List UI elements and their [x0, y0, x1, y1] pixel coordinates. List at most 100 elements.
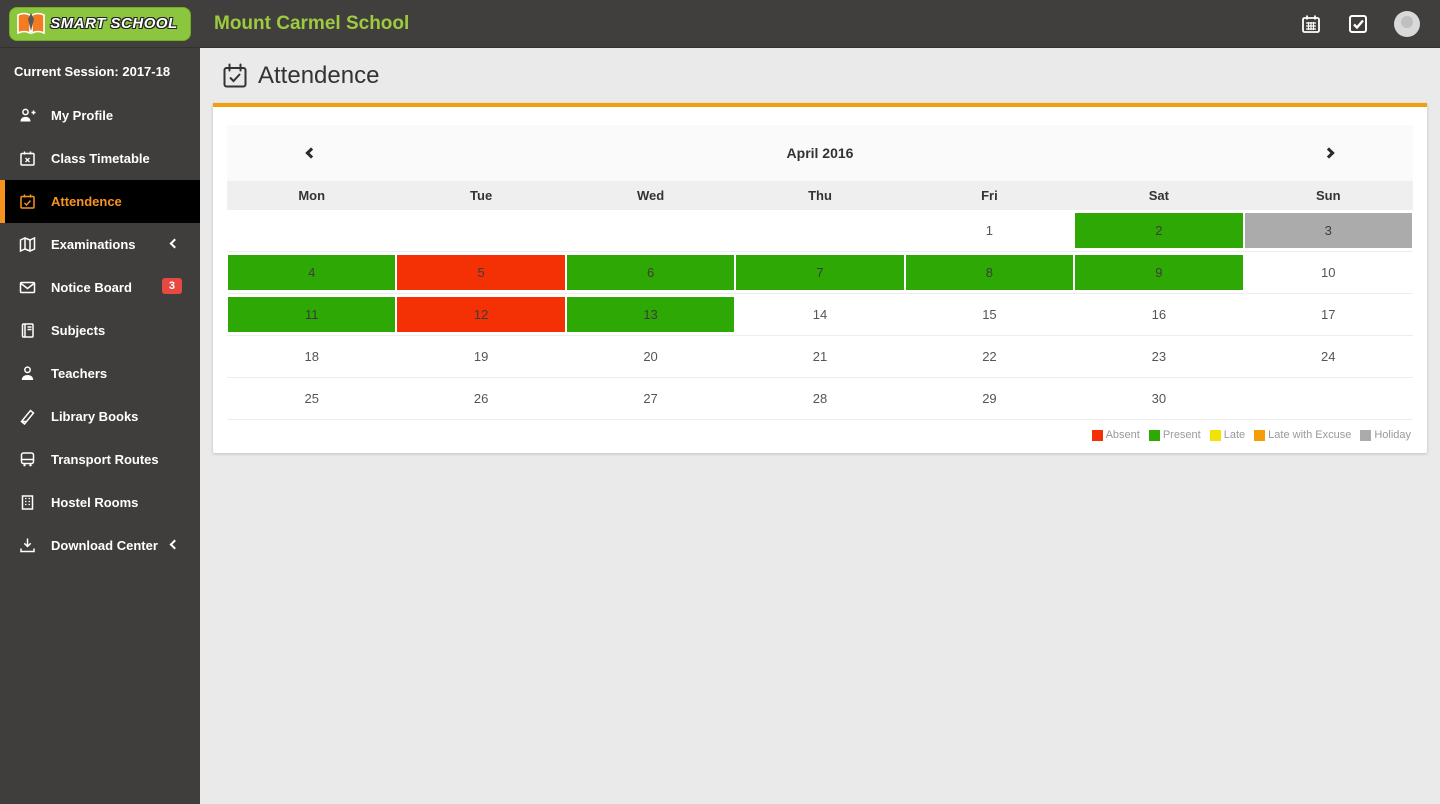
day-cell-3[interactable]: 3: [1244, 210, 1413, 251]
day-cell-30[interactable]: 30: [1151, 391, 1167, 406]
day-cell-7[interactable]: 7: [735, 252, 904, 293]
sidebar-item-label: Examinations: [51, 237, 136, 252]
library-book-icon: [19, 408, 36, 425]
sidebar-item-label: Library Books: [51, 409, 139, 424]
page-title: Attendence: [258, 61, 380, 89]
day-cell-2[interactable]: 2: [1074, 210, 1243, 251]
day-cell-17[interactable]: 17: [1321, 307, 1336, 322]
check-square-icon[interactable]: [1347, 13, 1369, 35]
calendar-week-row: 4 5 6 7 8 9 10: [227, 252, 1413, 294]
day-cell-18[interactable]: 18: [304, 349, 319, 364]
sidebar-item-label: Hostel Rooms: [51, 495, 139, 510]
user-plus-icon: [19, 107, 36, 124]
sidebar-item-my-profile[interactable]: My Profile: [0, 94, 200, 137]
calendar-week-row: 18 19 20 21 22 23 24: [227, 336, 1413, 378]
legend-item-late: Late: [1209, 429, 1246, 441]
day-cell-5[interactable]: 5: [396, 252, 565, 293]
day-cell-23[interactable]: 23: [1151, 349, 1167, 364]
day-cell-empty: [735, 210, 904, 251]
legend-label: Holiday: [1374, 429, 1411, 441]
calendar-x-icon: [19, 150, 36, 167]
bus-icon: [19, 451, 36, 468]
day-cell-6[interactable]: 6: [566, 252, 735, 293]
smart-school-logo: SMART SCHOOL: [9, 6, 191, 41]
sidebar-item-class-timetable[interactable]: Class Timetable: [0, 137, 200, 180]
user-avatar[interactable]: [1394, 10, 1420, 37]
book-icon: [19, 322, 36, 339]
sidebar-item-examinations[interactable]: Examinations: [0, 223, 200, 266]
calendar-week-row: 11 12 13 14 15 16 17: [227, 294, 1413, 336]
sidebar-item-library-books[interactable]: Library Books: [0, 395, 200, 438]
calendar-week-row: 25 26 27 28 29 30: [227, 378, 1413, 420]
day-header-tue: Tue: [470, 188, 493, 203]
chevron-left-icon: [169, 539, 180, 550]
day-cell-14[interactable]: 14: [812, 307, 828, 322]
download-icon: [19, 537, 36, 554]
day-cell-21[interactable]: 21: [812, 349, 828, 364]
day-cell-19[interactable]: 19: [473, 349, 489, 364]
legend-item-present: Present: [1148, 429, 1201, 441]
day-cell-11[interactable]: 11: [227, 294, 396, 335]
day-cell-12[interactable]: 12: [396, 294, 565, 335]
day-cell-27[interactable]: 27: [643, 391, 658, 406]
current-session-label: Current Session: 2017-18: [14, 63, 171, 79]
legend-swatch-holiday: [1360, 429, 1372, 441]
notice-count-badge: 3: [161, 278, 182, 294]
legend-item-holiday: Holiday: [1360, 429, 1411, 441]
topbar: SMART SCHOOL Mount Carmel School: [0, 0, 1440, 48]
legend-swatch-late: [1209, 429, 1221, 441]
sidebar-item-attendence[interactable]: Attendence: [0, 180, 200, 223]
logo[interactable]: SMART SCHOOL: [0, 0, 200, 48]
calendar-icon[interactable]: [1300, 13, 1322, 35]
sidebar-item-label: Download Center: [51, 538, 158, 553]
day-cell-22[interactable]: 22: [982, 349, 997, 364]
day-cell-28[interactable]: 28: [812, 391, 828, 406]
calendar-check-icon: [19, 193, 36, 210]
sidebar-item-subjects[interactable]: Subjects: [0, 309, 200, 352]
school-name-title: Mount Carmel School: [214, 12, 410, 34]
sidebar-item-hostel-rooms[interactable]: Hostel Rooms: [0, 481, 200, 524]
day-cell-13[interactable]: 13: [566, 294, 735, 335]
sidebar-item-download-center[interactable]: Download Center: [0, 524, 200, 567]
day-cell-25[interactable]: 25: [304, 391, 319, 406]
calendar-header: April 2016: [227, 125, 1413, 181]
day-cell-29[interactable]: 29: [982, 391, 997, 406]
legend-label: Absent: [1105, 429, 1140, 441]
next-month-button[interactable]: [1321, 145, 1337, 161]
day-cell-24[interactable]: 24: [1321, 349, 1336, 364]
day-cell-empty: [1244, 378, 1413, 419]
sidebar-item-transport-routes[interactable]: Transport Routes: [0, 438, 200, 481]
legend-swatch-absent: [1091, 429, 1103, 441]
day-cell-empty: [566, 210, 735, 251]
map-icon: [19, 236, 36, 253]
day-cell-20[interactable]: 20: [643, 349, 658, 364]
day-cell-1[interactable]: 1: [985, 223, 994, 238]
day-cell-4[interactable]: 4: [227, 252, 396, 293]
day-header-thu: Thu: [808, 188, 832, 203]
sidebar-item-notice-board[interactable]: Notice Board 3: [0, 266, 200, 309]
day-cell-8[interactable]: 8: [905, 252, 1074, 293]
legend-label: Late with Excuse: [1268, 429, 1352, 441]
legend-label: Late: [1223, 429, 1246, 441]
sidebar-nav: My Profile Class Timetable Attendence Exami…: [0, 94, 200, 567]
page-header: Attendence: [213, 48, 1427, 103]
day-cell-empty: [227, 210, 396, 251]
day-cell-16[interactable]: 16: [1151, 307, 1167, 322]
user-icon: [19, 365, 36, 382]
day-cell-15[interactable]: 15: [982, 307, 997, 322]
legend-label: Present: [1162, 429, 1201, 441]
envelope-icon: [19, 279, 36, 296]
day-cell-9[interactable]: 9: [1074, 252, 1243, 293]
attendance-legend: Absent Present Late Late with Excuse Holiday: [227, 420, 1413, 447]
sidebar-item-teachers[interactable]: Teachers: [0, 352, 200, 395]
legend-item-absent: Absent: [1091, 429, 1140, 441]
day-header-mon: Mon: [298, 188, 326, 203]
day-cell-10[interactable]: 10: [1321, 265, 1336, 280]
day-cell-26[interactable]: 26: [473, 391, 489, 406]
calendar-day-headers: Mon Tue Wed Thu Fri Sat Sun: [227, 181, 1413, 210]
building-icon: [19, 494, 36, 511]
sidebar-item-label: Teachers: [51, 366, 108, 381]
previous-month-button[interactable]: [303, 145, 319, 161]
